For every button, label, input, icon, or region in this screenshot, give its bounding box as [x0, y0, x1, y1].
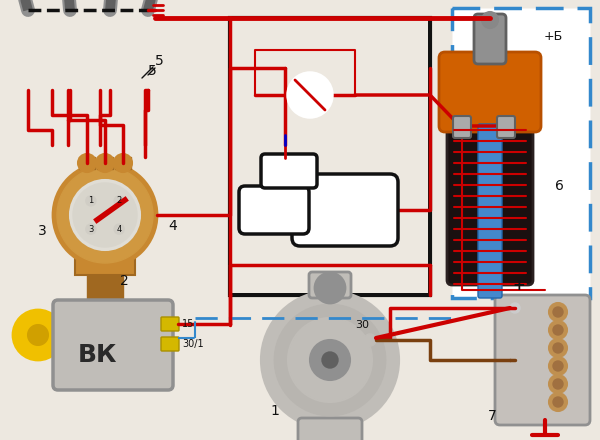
Circle shape — [510, 303, 520, 313]
Text: 4: 4 — [116, 225, 122, 234]
Text: 5: 5 — [155, 54, 164, 68]
Circle shape — [553, 307, 563, 317]
Text: 3: 3 — [88, 225, 94, 234]
Text: 5: 5 — [148, 64, 157, 78]
Circle shape — [70, 180, 140, 250]
FancyBboxPatch shape — [292, 174, 398, 246]
Circle shape — [310, 340, 350, 380]
Text: +: + — [512, 278, 525, 293]
Text: ВК: ВК — [78, 343, 118, 367]
FancyBboxPatch shape — [439, 52, 541, 132]
Text: 1: 1 — [88, 196, 94, 205]
FancyBboxPatch shape — [447, 60, 533, 285]
FancyBboxPatch shape — [261, 154, 317, 188]
Circle shape — [549, 357, 567, 375]
Text: 4: 4 — [168, 219, 177, 233]
FancyBboxPatch shape — [97, 157, 113, 169]
Circle shape — [96, 154, 114, 172]
FancyBboxPatch shape — [452, 8, 590, 298]
FancyBboxPatch shape — [161, 317, 179, 331]
Text: 2: 2 — [116, 196, 122, 205]
Circle shape — [482, 12, 498, 28]
FancyBboxPatch shape — [115, 157, 131, 169]
Circle shape — [28, 325, 48, 345]
Circle shape — [114, 196, 124, 206]
Text: +Б: +Б — [544, 30, 563, 43]
Circle shape — [288, 73, 332, 117]
Circle shape — [86, 224, 96, 234]
Circle shape — [553, 361, 563, 371]
Circle shape — [553, 343, 563, 353]
FancyBboxPatch shape — [309, 272, 351, 298]
Text: 30: 30 — [355, 320, 369, 330]
Circle shape — [549, 375, 567, 393]
FancyBboxPatch shape — [474, 14, 506, 64]
Polygon shape — [95, 335, 115, 355]
FancyBboxPatch shape — [497, 116, 515, 138]
FancyBboxPatch shape — [79, 157, 95, 169]
Circle shape — [549, 339, 567, 357]
Circle shape — [364, 334, 376, 346]
Circle shape — [13, 310, 63, 360]
Text: 1: 1 — [270, 404, 279, 418]
FancyBboxPatch shape — [298, 418, 362, 440]
Circle shape — [553, 379, 563, 389]
Circle shape — [114, 224, 124, 234]
FancyBboxPatch shape — [232, 20, 428, 293]
Text: 15: 15 — [182, 319, 194, 329]
FancyBboxPatch shape — [87, 265, 123, 330]
Circle shape — [86, 196, 96, 206]
Circle shape — [549, 393, 567, 411]
FancyBboxPatch shape — [53, 300, 173, 390]
FancyBboxPatch shape — [495, 295, 590, 425]
FancyBboxPatch shape — [70, 320, 140, 354]
Text: 7: 7 — [488, 409, 497, 423]
Text: 3: 3 — [38, 224, 47, 238]
Circle shape — [549, 303, 567, 321]
Circle shape — [53, 163, 157, 267]
Circle shape — [78, 154, 96, 172]
FancyBboxPatch shape — [453, 116, 471, 138]
Circle shape — [315, 273, 345, 303]
FancyBboxPatch shape — [161, 337, 179, 351]
Circle shape — [553, 397, 563, 407]
Circle shape — [114, 154, 132, 172]
Circle shape — [57, 167, 153, 263]
FancyBboxPatch shape — [239, 186, 309, 234]
FancyBboxPatch shape — [478, 124, 502, 298]
Circle shape — [553, 325, 563, 335]
Circle shape — [288, 318, 372, 402]
Text: 2: 2 — [120, 274, 129, 288]
Circle shape — [73, 183, 137, 247]
Text: 30/1: 30/1 — [182, 339, 203, 349]
Circle shape — [322, 352, 338, 368]
FancyBboxPatch shape — [75, 235, 135, 275]
Text: 6: 6 — [555, 179, 564, 193]
Circle shape — [275, 305, 385, 415]
Circle shape — [262, 292, 398, 428]
Circle shape — [549, 321, 567, 339]
